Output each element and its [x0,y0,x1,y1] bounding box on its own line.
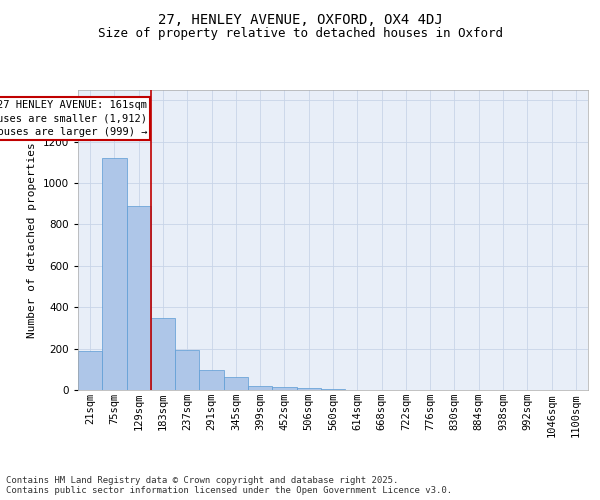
Y-axis label: Number of detached properties: Number of detached properties [27,142,37,338]
Bar [127,206,151,390]
Text: Contains HM Land Registry data © Crown copyright and database right 2025.
Contai: Contains HM Land Registry data © Crown c… [6,476,452,495]
Bar [272,386,296,390]
Bar [224,377,248,390]
Bar [175,350,199,390]
Text: 27 HENLEY AVENUE: 161sqm
← 65% of detached houses are smaller (1,912)
34% of sem: 27 HENLEY AVENUE: 161sqm ← 65% of detach… [0,100,147,136]
Bar [199,370,224,390]
Text: Size of property relative to detached houses in Oxford: Size of property relative to detached ho… [97,28,503,40]
Bar [151,318,175,390]
Text: 27, HENLEY AVENUE, OXFORD, OX4 4DJ: 27, HENLEY AVENUE, OXFORD, OX4 4DJ [158,12,442,26]
Bar [248,386,272,390]
Bar [102,158,127,390]
Bar [78,350,102,390]
Bar [321,389,345,390]
Bar [296,388,321,390]
